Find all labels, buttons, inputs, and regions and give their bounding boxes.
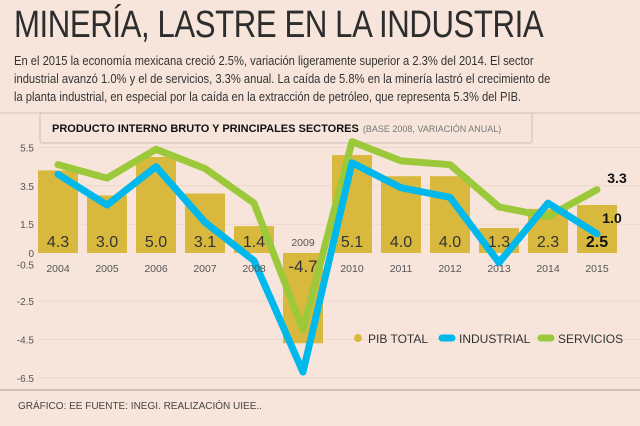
x-tick-label: 2004 <box>46 263 70 275</box>
chart-title-box <box>39 112 533 144</box>
bar-value-label: 5.0 <box>145 234 167 251</box>
bar-value-label: 1.4 <box>243 234 265 251</box>
bar-value-label: -4.7 <box>288 257 317 276</box>
y-tick-label: 3.5 <box>20 182 34 193</box>
line-industrial <box>54 159 601 376</box>
bar-value-label: 4.0 <box>439 234 461 251</box>
intro-line: la planta industrial, en especial por la… <box>14 89 522 104</box>
x-tick-label: 2011 <box>390 263 413 275</box>
legend-label-servicios: SERVICIOS <box>558 332 623 346</box>
x-tick-label: 2010 <box>340 263 364 275</box>
bar-value-label: 3.0 <box>96 234 118 251</box>
x-tick-label: 2014 <box>536 263 560 275</box>
legend-label-pib: PIB TOTAL <box>368 332 428 346</box>
y-tick-label: -4.5 <box>17 335 35 346</box>
intro-line: industrial avanzó 1.0% y el de servicios… <box>14 71 551 86</box>
legend: PIB TOTAL INDUSTRIAL SERVICIOS <box>354 332 623 346</box>
bar-value-label: 4.3 <box>47 234 69 251</box>
footer-credit: GRÁFICO: EE FUENTE: INEGI. REALIZACIÓN U… <box>18 399 262 412</box>
chart-title: PRODUCTO INTERNO BRUTO Y PRINCIPALES SEC… <box>52 123 501 135</box>
chart-title-main: PRODUCTO INTERNO BRUTO Y PRINCIPALES SEC… <box>52 123 359 135</box>
x-tick-label: 2008 <box>242 263 266 275</box>
x-tick-label: 2015 <box>585 263 609 275</box>
intro-line: En el 2015 la economía mexicana creció 2… <box>14 53 534 68</box>
intro-paragraph: En el 2015 la economía mexicana creció 2… <box>14 52 638 106</box>
x-tick-label: 2005 <box>95 263 119 275</box>
y-tick-label: 0 <box>28 249 34 260</box>
x-tick-label: 2006 <box>144 263 168 275</box>
y-tick-label: 5.5 <box>20 143 34 154</box>
x-tick-label: 2007 <box>193 263 217 275</box>
y-tick-label: -0.5 <box>17 261 35 272</box>
y-tick-label: -2.5 <box>17 297 35 308</box>
bar-value-label: 1.3 <box>488 234 510 251</box>
bar-value-label: 3.1 <box>194 234 216 251</box>
x-tick-label: 2009 <box>291 237 315 249</box>
y-tick-label: 1.5 <box>20 220 34 231</box>
x-tick-label: 2013 <box>487 263 511 275</box>
legend-label-industrial: INDUSTRIAL <box>459 332 531 346</box>
bar-value-label: 4.0 <box>390 234 412 251</box>
page-title: MINERÍA, LASTRE EN LA INDUSTRIA <box>14 4 544 46</box>
x-tick-label: 2012 <box>438 263 462 275</box>
chart-subtitle: (BASE 2008, VARIACIÓN ANUAL) <box>363 124 501 134</box>
industrial-end-label: 1.0 <box>602 210 622 226</box>
bar-value-label: 2.3 <box>537 234 559 251</box>
servicios-end-label: 3.3 <box>607 170 627 186</box>
y-tick-label: -6.5 <box>17 374 35 385</box>
bar-value-label: 2.5 <box>586 234 608 251</box>
line-servicios <box>54 138 601 334</box>
bar-value-label: 5.1 <box>341 234 363 251</box>
legend-dot-pib <box>354 334 362 342</box>
